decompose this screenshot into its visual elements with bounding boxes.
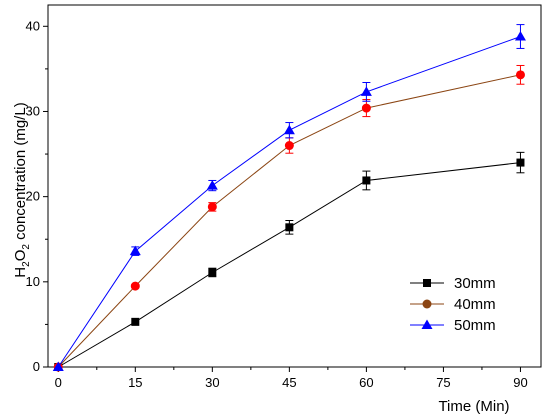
legend-label: 30mm [454,275,496,292]
legend-marker [423,279,431,287]
y-tick-label: 40 [26,18,40,33]
legend-label: 40mm [454,296,496,313]
y-axis-title-o: O [12,250,29,262]
legend-marker [422,299,432,309]
series-30mm [54,151,525,371]
data-point [514,31,526,41]
series-40mm [53,64,525,372]
data-point [516,158,525,167]
y-tick-label: 0 [33,359,40,374]
x-tick-label: 15 [128,375,142,390]
y-axis-title-h: H [12,267,29,278]
legend: 30mm 40mm 50mm [410,275,496,334]
y-axis-title: H2O2 concentration (mg/L) [12,102,32,277]
data-point [361,103,371,113]
data-point [130,281,140,291]
data-point [207,202,217,212]
data-point [52,361,64,371]
x-tick-label: 45 [282,375,296,390]
legend-item: 50mm [410,317,496,334]
x-tick-label: 0 [55,375,62,390]
x-tick-label: 90 [513,375,527,390]
data-point [515,70,525,80]
x-tick-label: 75 [436,375,450,390]
data-point [283,124,295,135]
data-point [206,180,218,190]
series-line [58,162,521,368]
y-tick-label: 30 [26,103,40,118]
y-axis-title-sub2: 2 [21,244,32,250]
x-axis: 0 15 30 45 60 75 90 [55,367,528,390]
plot-frame [47,4,542,368]
y-axis: 0 10 20 30 40 [26,18,48,374]
y-axis-title-rest: concentration (mg/L) [12,102,29,244]
data-point [284,141,294,151]
data-point [362,176,371,185]
data-point [131,317,140,326]
legend-marker [421,319,433,329]
series-line [57,36,521,368]
data-point [360,86,372,96]
plot-border [47,4,542,368]
legend-item: 40mm [410,296,496,313]
data-point [208,268,217,277]
y-tick-label: 10 [26,274,40,289]
x-axis-title: Time (Min) [438,398,509,415]
data-point [285,223,294,232]
x-tick-label: 60 [359,375,373,390]
data-point [129,245,141,256]
series-layer [52,24,526,372]
series-50mm [52,24,526,371]
legend-item: 30mm [410,275,496,292]
x-tick-label: 30 [205,375,219,390]
y-tick-label: 20 [26,189,40,204]
legend-label: 50mm [454,317,496,334]
y-axis-title-sub1: 2 [21,261,32,267]
series-line [57,74,521,368]
